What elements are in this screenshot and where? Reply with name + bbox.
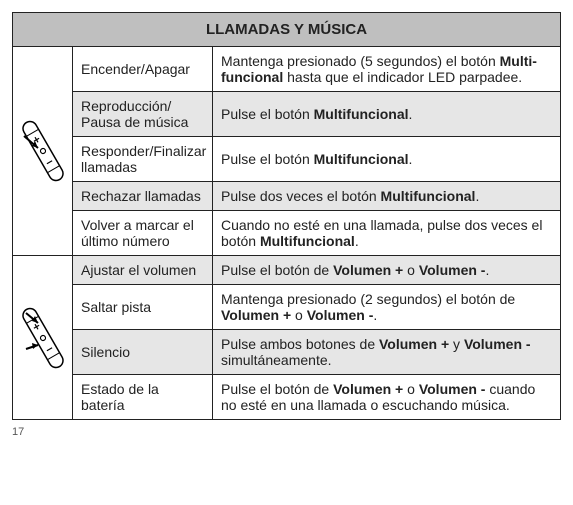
action-cell: Ajustar el volumen (73, 256, 213, 285)
icon-volume (13, 256, 73, 420)
desc-pre: Pulse el botón de (221, 262, 333, 278)
desc-bold1: Volumen + (333, 381, 403, 397)
desc-cell: Pulse dos veces el botón Multifuncional. (213, 182, 561, 211)
desc-mid: . (409, 151, 413, 167)
desc-pre: Pulse el botón de (221, 381, 333, 397)
desc-post: simultáneamente. (221, 352, 332, 368)
desc-mid: hasta que el indicador LED parpadee. (283, 69, 522, 85)
desc-bold1: Multifuncional (314, 151, 409, 167)
desc-mid: . (475, 188, 479, 204)
desc-mid: o (403, 262, 419, 278)
action-cell: Reproducción/ Pausa de música (73, 92, 213, 137)
desc-cell: Cuando no esté en una llamada, pulse dos… (213, 211, 561, 256)
desc-bold1: Volumen + (333, 262, 403, 278)
desc-bold1: Volumen + (221, 307, 291, 323)
action-cell: Silencio (73, 330, 213, 375)
desc-mid: o (403, 381, 419, 397)
desc-pre: Mantenga presionado (2 segundos) el botó… (221, 291, 515, 307)
desc-pre: Pulse dos veces el botón (221, 188, 381, 204)
desc-pre: Pulse ambos botones de (221, 336, 379, 352)
desc-bold1: Multifuncional (314, 106, 409, 122)
table-header: LLAMADAS Y MÚSICA (13, 13, 561, 47)
desc-cell: Mantenga presionado (5 segundos) el botó… (213, 47, 561, 92)
action-cell: Volver a marcar el último número (73, 211, 213, 256)
action-cell: Rechazar llamadas (73, 182, 213, 211)
action-cell: Estado de la batería (73, 375, 213, 420)
desc-bold2: Volumen - (419, 381, 486, 397)
desc-mid: y (449, 336, 464, 352)
desc-cell: Pulse el botón Multifuncional. (213, 92, 561, 137)
desc-cell: Pulse el botón de Volumen + o Volumen - … (213, 375, 561, 420)
desc-mid: o (291, 307, 307, 323)
desc-cell: Pulse ambos botones de Volumen + y Volum… (213, 330, 561, 375)
desc-bold1: Multifuncional (260, 233, 355, 249)
desc-pre: Mantenga presionado (5 segundos) el botó… (221, 53, 500, 69)
desc-bold1: Volumen + (379, 336, 449, 352)
desc-post: . (373, 307, 377, 323)
desc-cell: Pulse el botón Multifuncional. (213, 137, 561, 182)
desc-cell: Mantenga presionado (2 segundos) el botó… (213, 285, 561, 330)
desc-post: . (485, 262, 489, 278)
desc-mid: . (409, 106, 413, 122)
desc-bold1: Multifuncional (381, 188, 476, 204)
calls-music-table: LLAMADAS Y MÚSICA (12, 12, 561, 420)
page-number: 17 (12, 426, 561, 438)
desc-pre: Pulse el botón (221, 151, 314, 167)
action-cell: Saltar pista (73, 285, 213, 330)
desc-mid: . (355, 233, 359, 249)
action-cell: Encender/Apagar (73, 47, 213, 92)
action-cell: Responder/Finalizar llamadas (73, 137, 213, 182)
icon-multifunction (13, 47, 73, 256)
desc-cell: Pulse el botón de Volumen + o Volumen -. (213, 256, 561, 285)
desc-pre: Pulse el botón (221, 106, 314, 122)
desc-bold2: Volumen - (419, 262, 486, 278)
desc-bold2: Volumen - (307, 307, 374, 323)
desc-bold2: Volumen - (464, 336, 531, 352)
